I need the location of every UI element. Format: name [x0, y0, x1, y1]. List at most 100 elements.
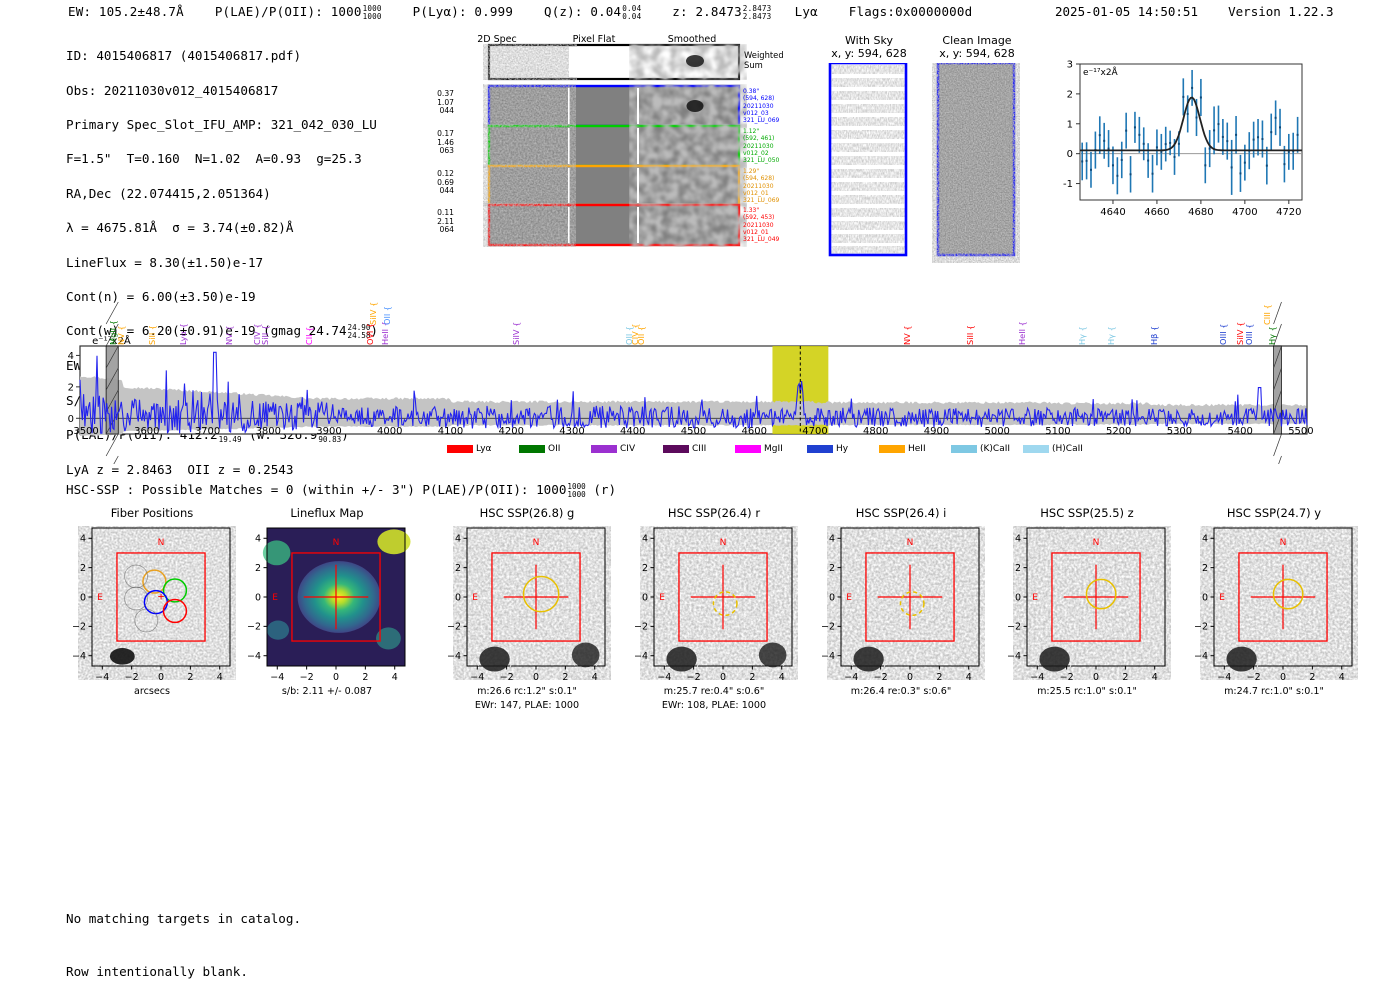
cutout-panel[interactable]: Lineflux Map N E −4 −2 0 2 4 −4 −2 0 2 4 s/b: 2.11 +/…: [243, 506, 421, 736]
full-spectrum-xticks: 3500 3600 3700 3800 3900 4000 4100 4200 4300 4400…: [62, 424, 1313, 448]
header-species: Lyα: [794, 4, 818, 19]
cutout-caption-1: m:25.5 rc:1.0" s:0.1": [1037, 686, 1137, 697]
cutout-image[interactable]: N E −4 −2 0 2 4 −4 −2 0 2 4: [243, 526, 411, 704]
info-radec: RA,Dec (22.074415,2.051364): [66, 185, 271, 201]
cutout-panel[interactable]: HSC SSP(26.4) r N E −4 −2 0 2 4 −4 −2 0 2 4 m:25.7 re…: [630, 506, 808, 736]
svg-text:0: 0: [333, 672, 339, 683]
svg-text:4: 4: [1202, 534, 1208, 545]
svg-text:−4: −4: [247, 651, 261, 662]
cutout-image[interactable]: N E −4 −2 0 2 4 −4 −2 0 2 4: [1190, 526, 1358, 704]
xtick-label: 5000: [984, 426, 1010, 437]
svg-text:N: N: [1280, 538, 1287, 548]
cutout-image[interactable]: N E −4 −2 0 2 4 −4 −2 0 2 4: [1003, 526, 1171, 704]
svg-text:4: 4: [966, 672, 972, 683]
footer-line-2: Row intentionally blank.: [66, 963, 248, 979]
legend-item: (H)CaII: [1023, 444, 1083, 454]
with-sky-title: With Sky: [845, 34, 893, 47]
svg-text:2: 2: [1067, 89, 1073, 100]
svg-text:4: 4: [779, 672, 785, 683]
legend-label: HeII: [908, 444, 926, 454]
svg-text:E: E: [846, 593, 852, 603]
header-qz: Q(z): 0.04: [543, 4, 622, 19]
cutout-title: HSC SSP(26.8) g: [479, 506, 575, 520]
legend-item: MgII: [735, 444, 783, 454]
spec2d-row-right-labels: 1.33" (592, 453) 20211030 v012_01 321_LU_049: [743, 207, 780, 244]
cutout-caption-2: EWr: 147, PLAE: 1000: [474, 700, 580, 711]
svg-text:0: 0: [1015, 592, 1021, 603]
legend-label: Hy: [836, 444, 849, 454]
svg-text:2: 2: [80, 563, 86, 574]
xtick-label: 4700: [802, 426, 828, 437]
legend-label: OII: [548, 444, 561, 454]
svg-text:2: 2: [1122, 672, 1128, 683]
cutout-panel[interactable]: HSC SSP(26.4) i N E −4 −2 0 2 4 −4 −2 0 2 4 m:26.4 re…: [817, 506, 995, 736]
xtick-label: 4600: [741, 426, 767, 437]
svg-text:4: 4: [217, 672, 223, 683]
header-plae-label: P(LAE)/P(OII): 1000: [214, 4, 362, 19]
cutout-panel[interactable]: HSC SSP(25.5) z N E −4 −2 0 2 4 −4 −2 0 2 4 m:25.5 rc…: [1003, 506, 1181, 736]
hsc-summary-frac: 1000 1000: [567, 481, 586, 499]
svg-text:E: E: [1032, 593, 1038, 603]
cutout-caption-1: m:26.6 rc:1.2" s:0.1": [477, 686, 577, 697]
svg-text:0: 0: [642, 592, 648, 603]
svg-text:−4: −4: [470, 672, 484, 683]
cutout-panel[interactable]: Fiber Positions N E + −4 −2 0 2 4 −4 −2 0 2 4 arcsecs: [68, 506, 246, 736]
cutout-caption-1: m:25.7 re:0.4" s:0.6": [663, 686, 765, 697]
legend-swatch: [951, 444, 977, 453]
svg-text:E: E: [272, 593, 278, 603]
xtick-label: 4800: [862, 426, 889, 437]
svg-text:−2: −2: [821, 622, 835, 633]
svg-text:2: 2: [455, 563, 461, 574]
svg-text:0: 0: [533, 672, 539, 683]
svg-text:−4: −4: [657, 672, 671, 683]
svg-text:N: N: [1093, 538, 1100, 548]
spec2d-row-left-labels: 0.12 0.69 044: [437, 169, 454, 196]
legend-swatch: [1023, 444, 1049, 453]
header-timestamp: 2025-01-05 14:50:51: [1055, 4, 1198, 19]
svg-text:−2: −2: [1007, 622, 1021, 633]
cutout-panel[interactable]: HSC SSP(24.7) y N E −4 −2 0 2 4 −4 −2 0 2 4 m:24.7 rc…: [1190, 506, 1368, 736]
svg-text:4: 4: [455, 534, 461, 545]
clean-image-title: Clean Image: [942, 34, 1012, 47]
cutout-image[interactable]: N E + −4 −2 0 2 4 −4 −2 0 2 4: [68, 526, 236, 704]
legend-swatch: [735, 444, 761, 453]
svg-text:4: 4: [592, 672, 598, 683]
cutout-image[interactable]: N E −4 −2 0 2 4 −4 −2 0 2 4: [817, 526, 985, 704]
svg-text:e⁻¹⁷x2Å: e⁻¹⁷x2Å: [92, 334, 131, 347]
svg-text:−2: −2: [1247, 672, 1261, 683]
svg-text:−2: −2: [634, 622, 648, 633]
cutout-image[interactable]: N E −4 −2 0 2 4 −4 −2 0 2 4: [630, 526, 798, 704]
cutout-image[interactable]: N E −4 −2 0 2 4 −4 −2 0 2 4: [443, 526, 611, 704]
header-z-frac: 2.8473 2.8473: [742, 3, 772, 21]
info-lambda: λ = 4675.81Å σ = 3.74(±0.82)Å: [66, 220, 294, 236]
cutout-panel[interactable]: HSC SSP(26.8) g N E −4 −2 0 2 4 −4 −2 0 2 4 m:26.6 rc…: [443, 506, 621, 736]
svg-text:4: 4: [68, 351, 74, 362]
svg-text:−2: −2: [125, 672, 139, 683]
hsc-summary-text: HSC-SSP : Possible Matches = 0 (within +…: [66, 482, 567, 497]
legend-label: Lyα: [476, 444, 492, 454]
svg-text:0: 0: [1067, 149, 1073, 160]
svg-text:−2: −2: [72, 622, 86, 633]
legend-label: (H)CaII: [1052, 444, 1083, 454]
legend-label: CIII: [692, 444, 707, 454]
svg-text:2: 2: [1015, 563, 1021, 574]
xtick-label: 4100: [437, 426, 464, 437]
legend-swatch: [447, 444, 473, 453]
xtick-label: 4900: [923, 426, 950, 437]
header-flags: Flags:0x0000000d: [848, 4, 973, 19]
legend-swatch: [591, 444, 617, 453]
xtick-label: 5300: [1166, 426, 1193, 437]
legend-swatch: [879, 444, 905, 453]
svg-text:4: 4: [1339, 672, 1345, 683]
svg-text:2: 2: [562, 672, 568, 683]
svg-text:E: E: [659, 593, 665, 603]
legend-item: CIII: [663, 444, 706, 454]
xtick-label: 3600: [134, 426, 160, 437]
svg-text:2: 2: [749, 672, 755, 683]
svg-text:4700: 4700: [1232, 207, 1257, 218]
spec2d-row-right-labels: 1.29" (594, 628) 20211030 v012_01 321_LU_069: [743, 168, 780, 205]
svg-text:2: 2: [362, 672, 368, 683]
clean-image-panel: Clean Image x, y: 594, 628: [932, 34, 1022, 263]
legend-label: (K)CaII: [980, 444, 1011, 454]
svg-text:−4: −4: [1217, 672, 1231, 683]
